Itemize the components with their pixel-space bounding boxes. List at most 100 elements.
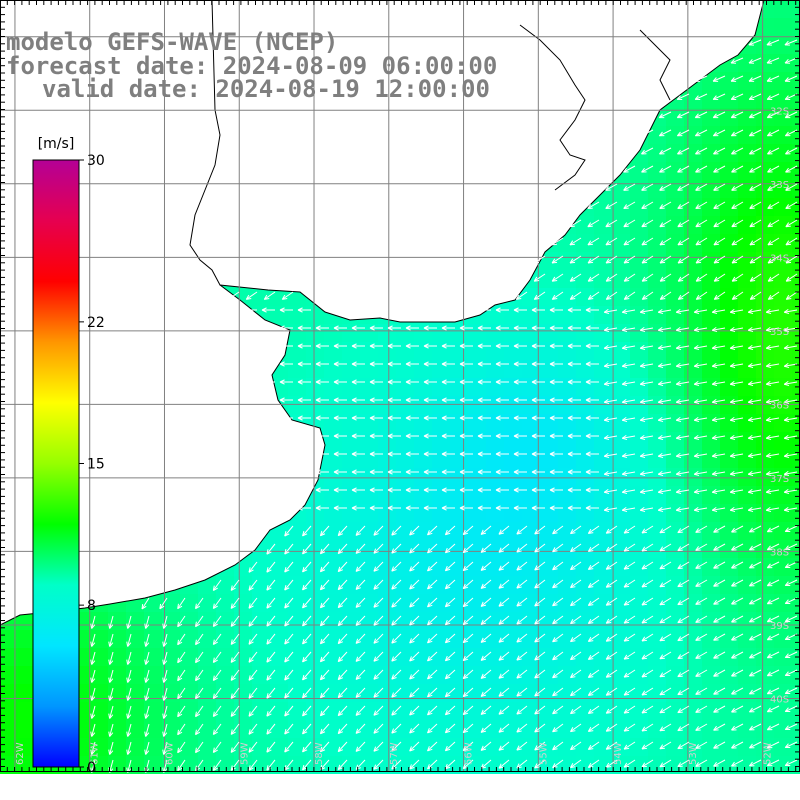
field-cell bbox=[792, 432, 800, 450]
wind-arrow bbox=[712, 129, 726, 137]
wind-arrow bbox=[767, 291, 780, 300]
field-cell bbox=[792, 504, 800, 522]
field-cell bbox=[198, 648, 216, 666]
field-cell bbox=[306, 324, 324, 342]
field-cell bbox=[504, 648, 522, 666]
field-cell bbox=[756, 558, 774, 576]
wind-arrow bbox=[748, 57, 762, 64]
field-cell bbox=[468, 486, 486, 504]
wind-arrow bbox=[641, 219, 654, 228]
field-cell bbox=[468, 702, 486, 720]
field-cell bbox=[594, 324, 612, 342]
field-cell bbox=[414, 360, 432, 378]
field-cell bbox=[288, 648, 306, 666]
field-cell bbox=[774, 342, 792, 360]
field-cell bbox=[756, 450, 774, 468]
field-cell bbox=[774, 738, 792, 756]
field-cell bbox=[540, 360, 558, 378]
field-cell bbox=[612, 180, 630, 198]
field-cell bbox=[630, 432, 648, 450]
field-cell bbox=[288, 576, 306, 594]
field-cell bbox=[198, 720, 216, 738]
field-cell bbox=[612, 324, 630, 342]
field-cell bbox=[216, 666, 234, 684]
field-cell bbox=[450, 342, 468, 360]
field-cell bbox=[720, 594, 738, 612]
field-cell bbox=[594, 306, 612, 324]
field-cell bbox=[684, 468, 702, 486]
field-cell bbox=[468, 540, 486, 558]
wind-arrow bbox=[785, 219, 798, 228]
field-cell bbox=[234, 612, 252, 630]
field-cell bbox=[756, 126, 774, 144]
wind-arrow bbox=[713, 255, 726, 264]
field-cell bbox=[504, 612, 522, 630]
field-cell bbox=[324, 396, 342, 414]
wind-arrow bbox=[585, 325, 599, 331]
wind-arrow bbox=[657, 326, 672, 333]
field-cell bbox=[684, 684, 702, 702]
wind-arrow bbox=[603, 308, 618, 315]
field-cell bbox=[792, 90, 800, 108]
field-cell bbox=[648, 324, 666, 342]
field-cell bbox=[684, 180, 702, 198]
field-cell bbox=[486, 666, 504, 684]
wind-arrow bbox=[641, 273, 654, 282]
field-cell bbox=[504, 522, 522, 540]
field-cell bbox=[630, 504, 648, 522]
field-cell bbox=[360, 360, 378, 378]
field-cell bbox=[756, 144, 774, 162]
field-cell bbox=[792, 630, 800, 648]
field-cell bbox=[720, 378, 738, 396]
field-cell bbox=[774, 576, 792, 594]
wind-arrow bbox=[659, 219, 672, 228]
field-cell bbox=[252, 666, 270, 684]
wind-arrow bbox=[783, 344, 798, 351]
wind-arrow bbox=[623, 219, 636, 228]
field-cell bbox=[0, 684, 18, 702]
field-cell bbox=[342, 396, 360, 414]
field-cell bbox=[738, 306, 756, 324]
wind-arrow bbox=[587, 237, 600, 246]
wind-arrow bbox=[747, 344, 762, 351]
field-cell bbox=[684, 360, 702, 378]
field-cell bbox=[504, 396, 522, 414]
wind-arrow bbox=[623, 291, 636, 300]
field-cell bbox=[792, 558, 800, 576]
field-cell bbox=[342, 468, 360, 486]
wind-arrow bbox=[713, 147, 726, 155]
wind-arrow bbox=[731, 273, 744, 282]
field-cell bbox=[594, 504, 612, 522]
field-cell bbox=[666, 486, 684, 504]
field-cell bbox=[288, 558, 306, 576]
wind-arrow bbox=[765, 326, 780, 333]
wind-arrow bbox=[569, 291, 582, 300]
wind-arrow bbox=[765, 308, 780, 315]
field-cell bbox=[180, 630, 198, 648]
field-cell bbox=[216, 702, 234, 720]
wind-arrow bbox=[605, 219, 618, 228]
field-cell bbox=[288, 594, 306, 612]
wind-arrow bbox=[315, 343, 329, 349]
wind-arrow bbox=[315, 325, 329, 331]
field-cell bbox=[594, 432, 612, 450]
field-cell bbox=[738, 612, 756, 630]
wind-arrow bbox=[731, 165, 744, 173]
wind-arrow bbox=[695, 201, 708, 210]
field-cell bbox=[432, 504, 450, 522]
wind-arrow bbox=[659, 147, 672, 155]
wind-arrow bbox=[766, 129, 780, 137]
wind-arrow bbox=[621, 344, 636, 351]
wind-arrow bbox=[784, 39, 798, 46]
field-cell bbox=[774, 522, 792, 540]
latitude-label: 35S bbox=[770, 327, 789, 338]
field-cell bbox=[720, 126, 738, 144]
longitude-label: 56W bbox=[464, 742, 475, 765]
field-cell bbox=[720, 540, 738, 558]
field-cell bbox=[540, 432, 558, 450]
field-cell bbox=[0, 648, 18, 666]
field-cell bbox=[522, 324, 540, 342]
field-cell bbox=[720, 432, 738, 450]
field-cell bbox=[468, 450, 486, 468]
wind-arrow bbox=[477, 325, 491, 331]
